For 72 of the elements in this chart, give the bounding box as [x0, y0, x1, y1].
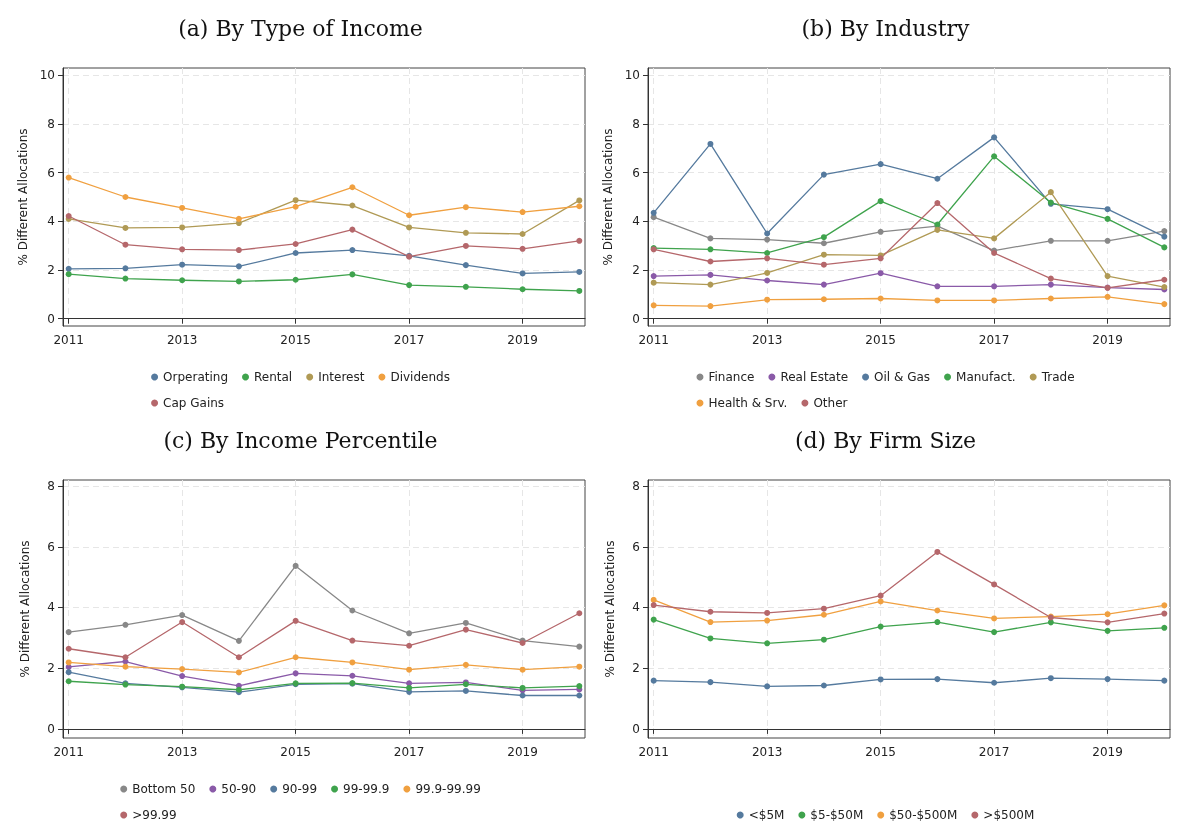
- x-tick-label: 2013: [751, 745, 783, 759]
- y-tick-label: 8: [47, 479, 55, 494]
- y-axis-title: % Different Allocations: [603, 540, 617, 678]
- x-tick-label: 2013: [166, 333, 198, 347]
- y-tick-label: 4: [47, 600, 55, 615]
- legend-label: Trade: [1040, 370, 1075, 384]
- legend-label: >$500M: [983, 808, 1035, 822]
- x-tick-label: 2019: [507, 333, 538, 347]
- x-tick-label: 2013: [751, 333, 783, 347]
- legend-label: 90-99: [282, 782, 318, 796]
- x-tick-label: 2011: [53, 333, 84, 347]
- y-tick-label: 6: [47, 539, 55, 554]
- legend-label: $5-$50M: [810, 808, 864, 822]
- x-tick-label: 2015: [280, 745, 311, 759]
- y-tick-label: 10: [624, 68, 640, 83]
- x-tick-label: 2017: [978, 745, 1010, 759]
- x-tick-label: 2011: [638, 333, 669, 347]
- legend-label: >99.99: [132, 808, 177, 822]
- x-tick-label: 2013: [166, 745, 198, 759]
- y-tick-label: 0: [47, 721, 55, 736]
- y-tick-label: 8: [632, 116, 640, 131]
- y-tick-label: 6: [47, 165, 55, 180]
- legend-label: Rental: [254, 370, 293, 384]
- y-tick-label: 8: [632, 479, 640, 494]
- y-tick-label: 4: [47, 214, 55, 229]
- legend-label: Orperating: [163, 370, 229, 384]
- legend-label: Manufact.: [956, 370, 1016, 384]
- chart-title: (d) By Firm Size: [794, 427, 977, 453]
- y-tick-label: 6: [632, 539, 640, 554]
- legend-label: Dividends: [390, 370, 450, 384]
- legend-label: Cap Gains: [163, 396, 225, 410]
- legend-label: Health & Srv.: [708, 396, 788, 410]
- legend-label: <$5M: [748, 808, 785, 822]
- y-tick-label: 2: [632, 263, 640, 278]
- y-tick-label: 0: [47, 311, 55, 326]
- legend-label: Real Estate: [780, 370, 849, 384]
- x-tick-label: 2011: [638, 745, 669, 759]
- y-tick-label: 8: [47, 116, 55, 131]
- y-tick-label: 2: [632, 661, 640, 676]
- x-tick-label: 2019: [507, 745, 538, 759]
- x-tick-label: 2015: [865, 333, 896, 347]
- legend-label: 99-99.9: [343, 782, 390, 796]
- chart-title: (c) By Income Percentile: [163, 427, 438, 453]
- legend-label: Bottom 50: [132, 782, 196, 796]
- y-tick-label: 0: [632, 311, 640, 326]
- y-tick-label: 4: [632, 214, 640, 229]
- y-tick-label: 10: [39, 68, 55, 83]
- legend-label: Finance: [708, 370, 755, 384]
- chart-title: (b) By Industry: [801, 15, 971, 41]
- x-tick-label: 2017: [978, 333, 1010, 347]
- legend-label: 99.9-99.99: [415, 782, 481, 796]
- y-axis-title: % Different Allocations: [18, 540, 32, 678]
- legend-label: Other: [813, 396, 848, 410]
- y-tick-label: 6: [632, 165, 640, 180]
- y-axis-title: % Different Allocations: [600, 128, 615, 266]
- legend-label: Interest: [318, 370, 365, 384]
- x-tick-label: 2019: [1092, 745, 1123, 759]
- legend-label: 50-90: [221, 782, 257, 796]
- x-tick-label: 2011: [53, 745, 84, 759]
- x-tick-label: 2015: [865, 745, 896, 759]
- y-tick-label: 0: [632, 721, 640, 736]
- x-tick-label: 2019: [1092, 333, 1123, 347]
- x-tick-label: 2015: [280, 333, 311, 347]
- y-axis-title: % Different Allocations: [15, 128, 30, 266]
- chart-title: (a) By Type of Income: [178, 15, 423, 41]
- x-tick-label: 2017: [393, 333, 425, 347]
- x-tick-label: 2017: [393, 745, 425, 759]
- y-tick-label: 2: [47, 661, 55, 676]
- y-tick-label: 4: [632, 600, 640, 615]
- y-tick-label: 2: [47, 263, 55, 278]
- legend-label: $50-$500M: [889, 808, 958, 822]
- legend-label: Oil & Gas: [874, 370, 931, 384]
